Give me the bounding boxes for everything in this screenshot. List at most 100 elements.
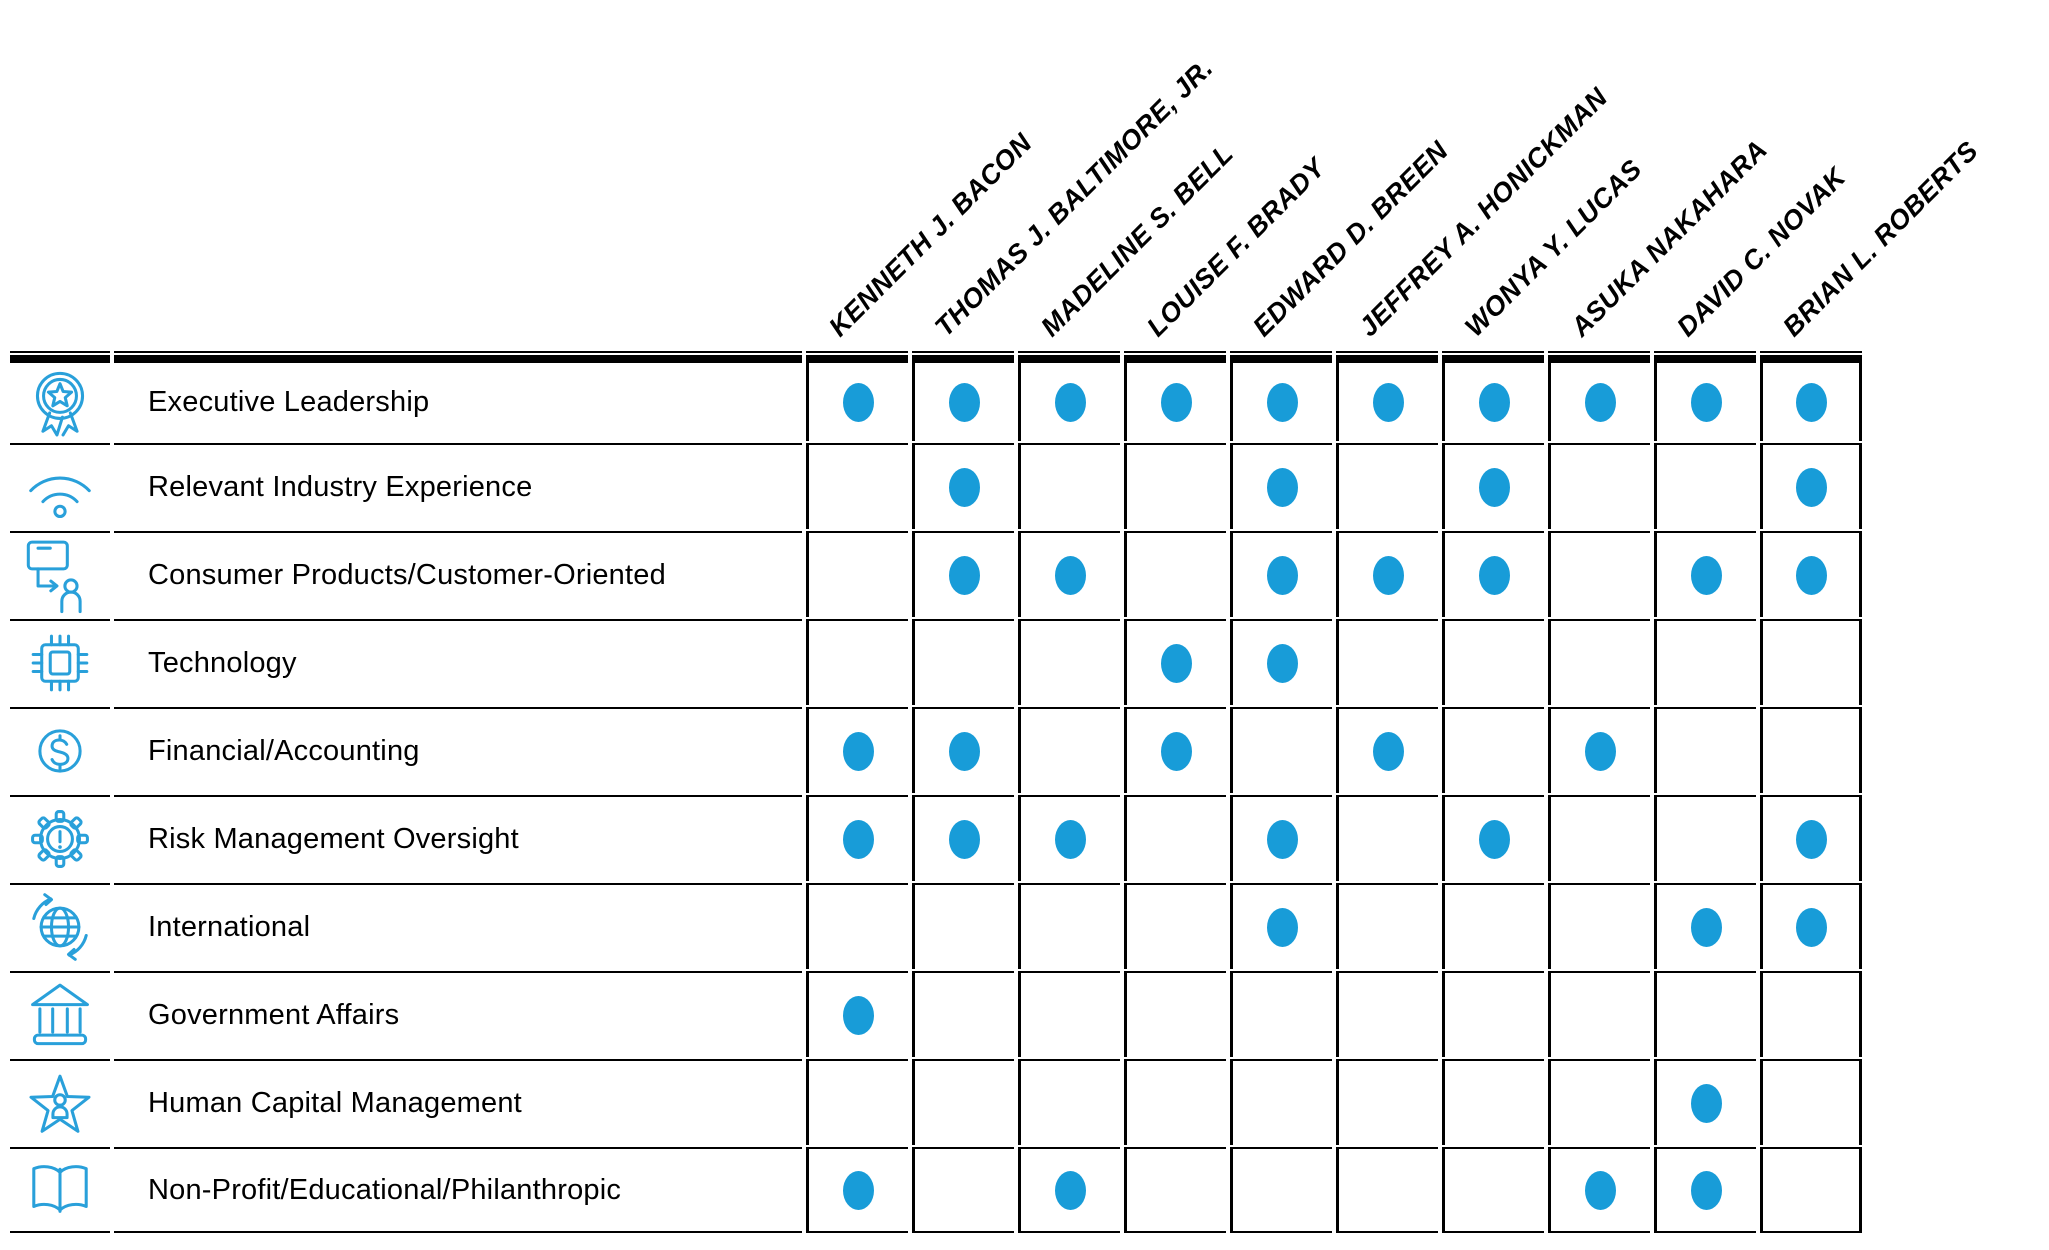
matrix-cell [1548, 883, 1650, 969]
skill-dot [949, 555, 980, 595]
matrix-cell [1548, 1059, 1650, 1145]
matrix-cell [806, 795, 908, 881]
matrix-cell [806, 619, 908, 705]
skill-dot [843, 995, 874, 1035]
skill-dot [843, 731, 874, 771]
skill-dot [1055, 819, 1086, 859]
matrix-cell [1124, 619, 1226, 705]
column-header-david-c-novak: DAVID C. NOVAK [1654, 2, 1851, 353]
row-label: Non-Profit/Educational/Philanthropic [114, 1147, 802, 1233]
matrix-cell [1018, 1059, 1120, 1145]
row-label: Technology [114, 619, 802, 705]
table-row-international: International [10, 883, 1862, 969]
matrix-cell [1442, 443, 1544, 529]
matrix-cell [912, 883, 1014, 969]
skill-dot [1267, 467, 1298, 507]
skill-dot [1479, 382, 1510, 422]
skill-dot [1479, 467, 1510, 507]
column-header-wonya-y-lucas: WONYA Y. LUCAS [1442, 2, 1648, 353]
matrix-cell [1124, 795, 1226, 881]
matrix-cell [1336, 355, 1438, 441]
skill-dot [843, 382, 874, 422]
book-icon [10, 1147, 110, 1233]
skill-dot [1691, 555, 1722, 595]
matrix-cell [912, 355, 1014, 441]
matrix-cell [1654, 883, 1756, 969]
skill-dot [1795, 907, 1827, 947]
matrix-cell [1230, 531, 1332, 617]
matrix-cell [1760, 619, 1862, 705]
row-label: Financial/Accounting [114, 707, 802, 793]
matrix-cell [1548, 971, 1650, 1057]
chip-icon [10, 619, 110, 705]
skill-dot [1795, 555, 1827, 595]
matrix-cell [1760, 443, 1862, 529]
matrix-cell [1760, 883, 1862, 969]
matrix-cell [1548, 355, 1650, 441]
skill-dot [1585, 1170, 1616, 1210]
matrix-cell [1760, 971, 1862, 1057]
matrix-cell [912, 531, 1014, 617]
matrix-cell [806, 1059, 908, 1145]
table-row-technology: Technology [10, 619, 1862, 705]
matrix-cell [1548, 443, 1650, 529]
matrix-cell [912, 971, 1014, 1057]
skill-dot [1267, 819, 1298, 859]
matrix-cell [1124, 1059, 1226, 1145]
matrix-cell [806, 355, 908, 441]
matrix-cell [1018, 1147, 1120, 1233]
matrix-cell [1654, 795, 1756, 881]
matrix-cell [1548, 707, 1650, 793]
row-label: International [114, 883, 802, 969]
matrix-cell [1654, 443, 1756, 529]
column-header-kenneth-j-bacon: KENNETH J. BACON [806, 2, 1038, 353]
skill-dot [1585, 382, 1616, 422]
row-label: Government Affairs [114, 971, 802, 1057]
column-header-asuka-nakahara: ASUKA NAKAHARA [1548, 2, 1773, 353]
matrix-cell [912, 1147, 1014, 1233]
matrix-cell [912, 1059, 1014, 1145]
column-header-thomas-j-baltimore-jr: THOMAS J. BALTIMORE, JR. [912, 2, 1219, 353]
skill-dot [1479, 555, 1510, 595]
matrix-cell [1336, 883, 1438, 969]
matrix-cell [806, 883, 908, 969]
gear-alert-icon [10, 795, 110, 881]
matrix-cell [1124, 707, 1226, 793]
matrix-cell [1230, 883, 1332, 969]
row-label: Relevant Industry Experience [114, 443, 802, 529]
matrix-cell [1336, 619, 1438, 705]
bank-icon [10, 971, 110, 1057]
matrix-cell [1442, 1059, 1544, 1145]
matrix-cell [912, 795, 1014, 881]
star-person-icon [10, 1059, 110, 1145]
matrix-cell [1760, 707, 1862, 793]
skill-dot [1373, 731, 1404, 771]
skill-dot [1267, 555, 1298, 595]
skill-dot [843, 819, 874, 859]
matrix-cell [1442, 795, 1544, 881]
skill-dot [1691, 382, 1722, 422]
column-header-brian-l-roberts: BRIAN L. ROBERTS [1760, 2, 1984, 353]
matrix-cell [1230, 1147, 1332, 1233]
matrix-cell [1336, 707, 1438, 793]
matrix-cell [806, 1147, 908, 1233]
matrix-cell [1760, 1147, 1862, 1233]
globe-icon [10, 883, 110, 969]
table-row-human-capital-management: Human Capital Management [10, 1059, 1862, 1145]
skill-dot [1795, 819, 1827, 859]
board-skills-matrix-table: KENNETH J. BACON THOMAS J. BALTIMORE, JR.… [6, 0, 1984, 1235]
matrix-cell [1548, 619, 1650, 705]
skill-dot [1795, 467, 1827, 507]
matrix-cell [1336, 531, 1438, 617]
matrix-cell [1124, 883, 1226, 969]
matrix-cell [1230, 707, 1332, 793]
matrix-cell [1336, 1147, 1438, 1233]
row-label: Human Capital Management [114, 1059, 802, 1145]
matrix-cell [912, 707, 1014, 793]
matrix-cell [1018, 619, 1120, 705]
matrix-cell [1018, 883, 1120, 969]
matrix-cell [1336, 1059, 1438, 1145]
matrix-cell [1230, 795, 1332, 881]
matrix-cell [1230, 619, 1332, 705]
matrix-cell [1124, 443, 1226, 529]
